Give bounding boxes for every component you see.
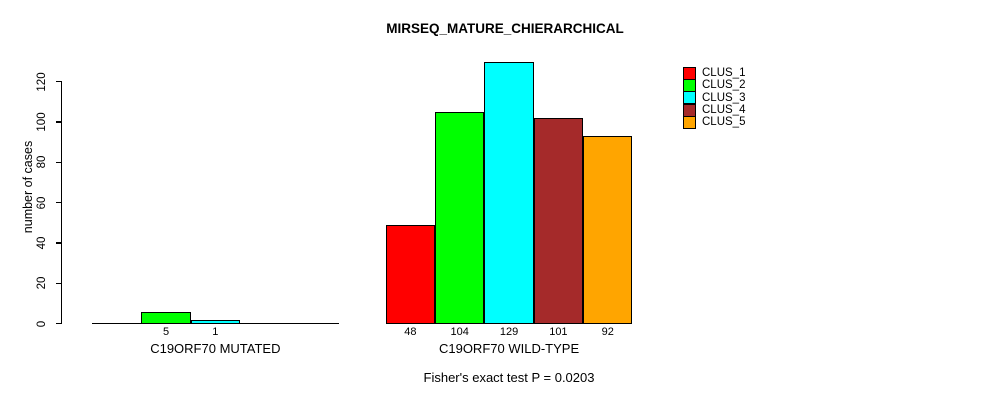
legend-item-CLUS_3: CLUS_3 [683,91,746,105]
legend-item-label: CLUS_1 [702,67,746,80]
legend-item-label: CLUS_4 [702,104,746,117]
y-tick [56,282,61,284]
y-axis-line [61,81,63,324]
bar-CLUS_2 [435,112,485,324]
y-tick-label: 100 [36,112,48,132]
legend-item-CLUS_2: CLUS_2 [683,78,746,92]
legend-item-CLUS_4: CLUS_4 [683,103,746,117]
legend-swatch [683,78,696,92]
bar-CLUS_1 [385,225,436,324]
legend-item-CLUS_1: CLUS_1 [683,66,746,80]
annotation-text: Fisher's exact test P = 0.0203 [423,370,595,385]
bar-value-label: 1 [212,326,219,338]
legend-item-label: CLUS_5 [702,116,746,129]
bar-value-label: 101 [549,326,568,338]
y-tick [56,202,61,204]
legend-swatch [683,115,696,129]
legend-item-CLUS_5: CLUS_5 [683,115,746,129]
x-axis-baseline [385,323,633,325]
bar-CLUS_5 [583,136,633,324]
y-tick-label: 60 [36,196,48,209]
bar-CLUS_4 [533,118,584,324]
legend-item-label: CLUS_3 [702,91,746,104]
chart-title: MIRSEQ_MATURE_CHIERARCHICAL [386,21,624,36]
y-tick-label: 120 [36,71,48,92]
y-axis-label: number of cases [21,140,35,234]
legend-swatch [683,66,696,80]
legend-swatch [683,91,696,105]
bar-value-label: 5 [162,326,170,338]
x-axis-baseline [92,323,339,325]
bar-value-label: 129 [499,326,519,338]
bar-CLUS_3 [484,62,534,324]
y-tick [56,121,61,123]
y-tick [56,323,61,325]
group-label: C19ORF70 MUTATED [150,341,281,356]
y-tick [56,242,61,244]
y-tick-label: 20 [36,276,48,290]
y-tick [56,81,61,83]
bar-value-label: 92 [601,326,614,338]
y-tick [56,161,61,163]
bar-value-label: 48 [404,326,417,338]
y-tick-label: 40 [36,236,48,250]
group-label: C19ORF70 WILD-TYPE [438,341,580,356]
legend-swatch [683,103,696,117]
legend-item-label: CLUS_2 [702,79,746,92]
y-tick-label: 80 [36,155,48,169]
y-tick-label: 0 [36,320,48,327]
bar-value-label: 104 [450,326,469,338]
